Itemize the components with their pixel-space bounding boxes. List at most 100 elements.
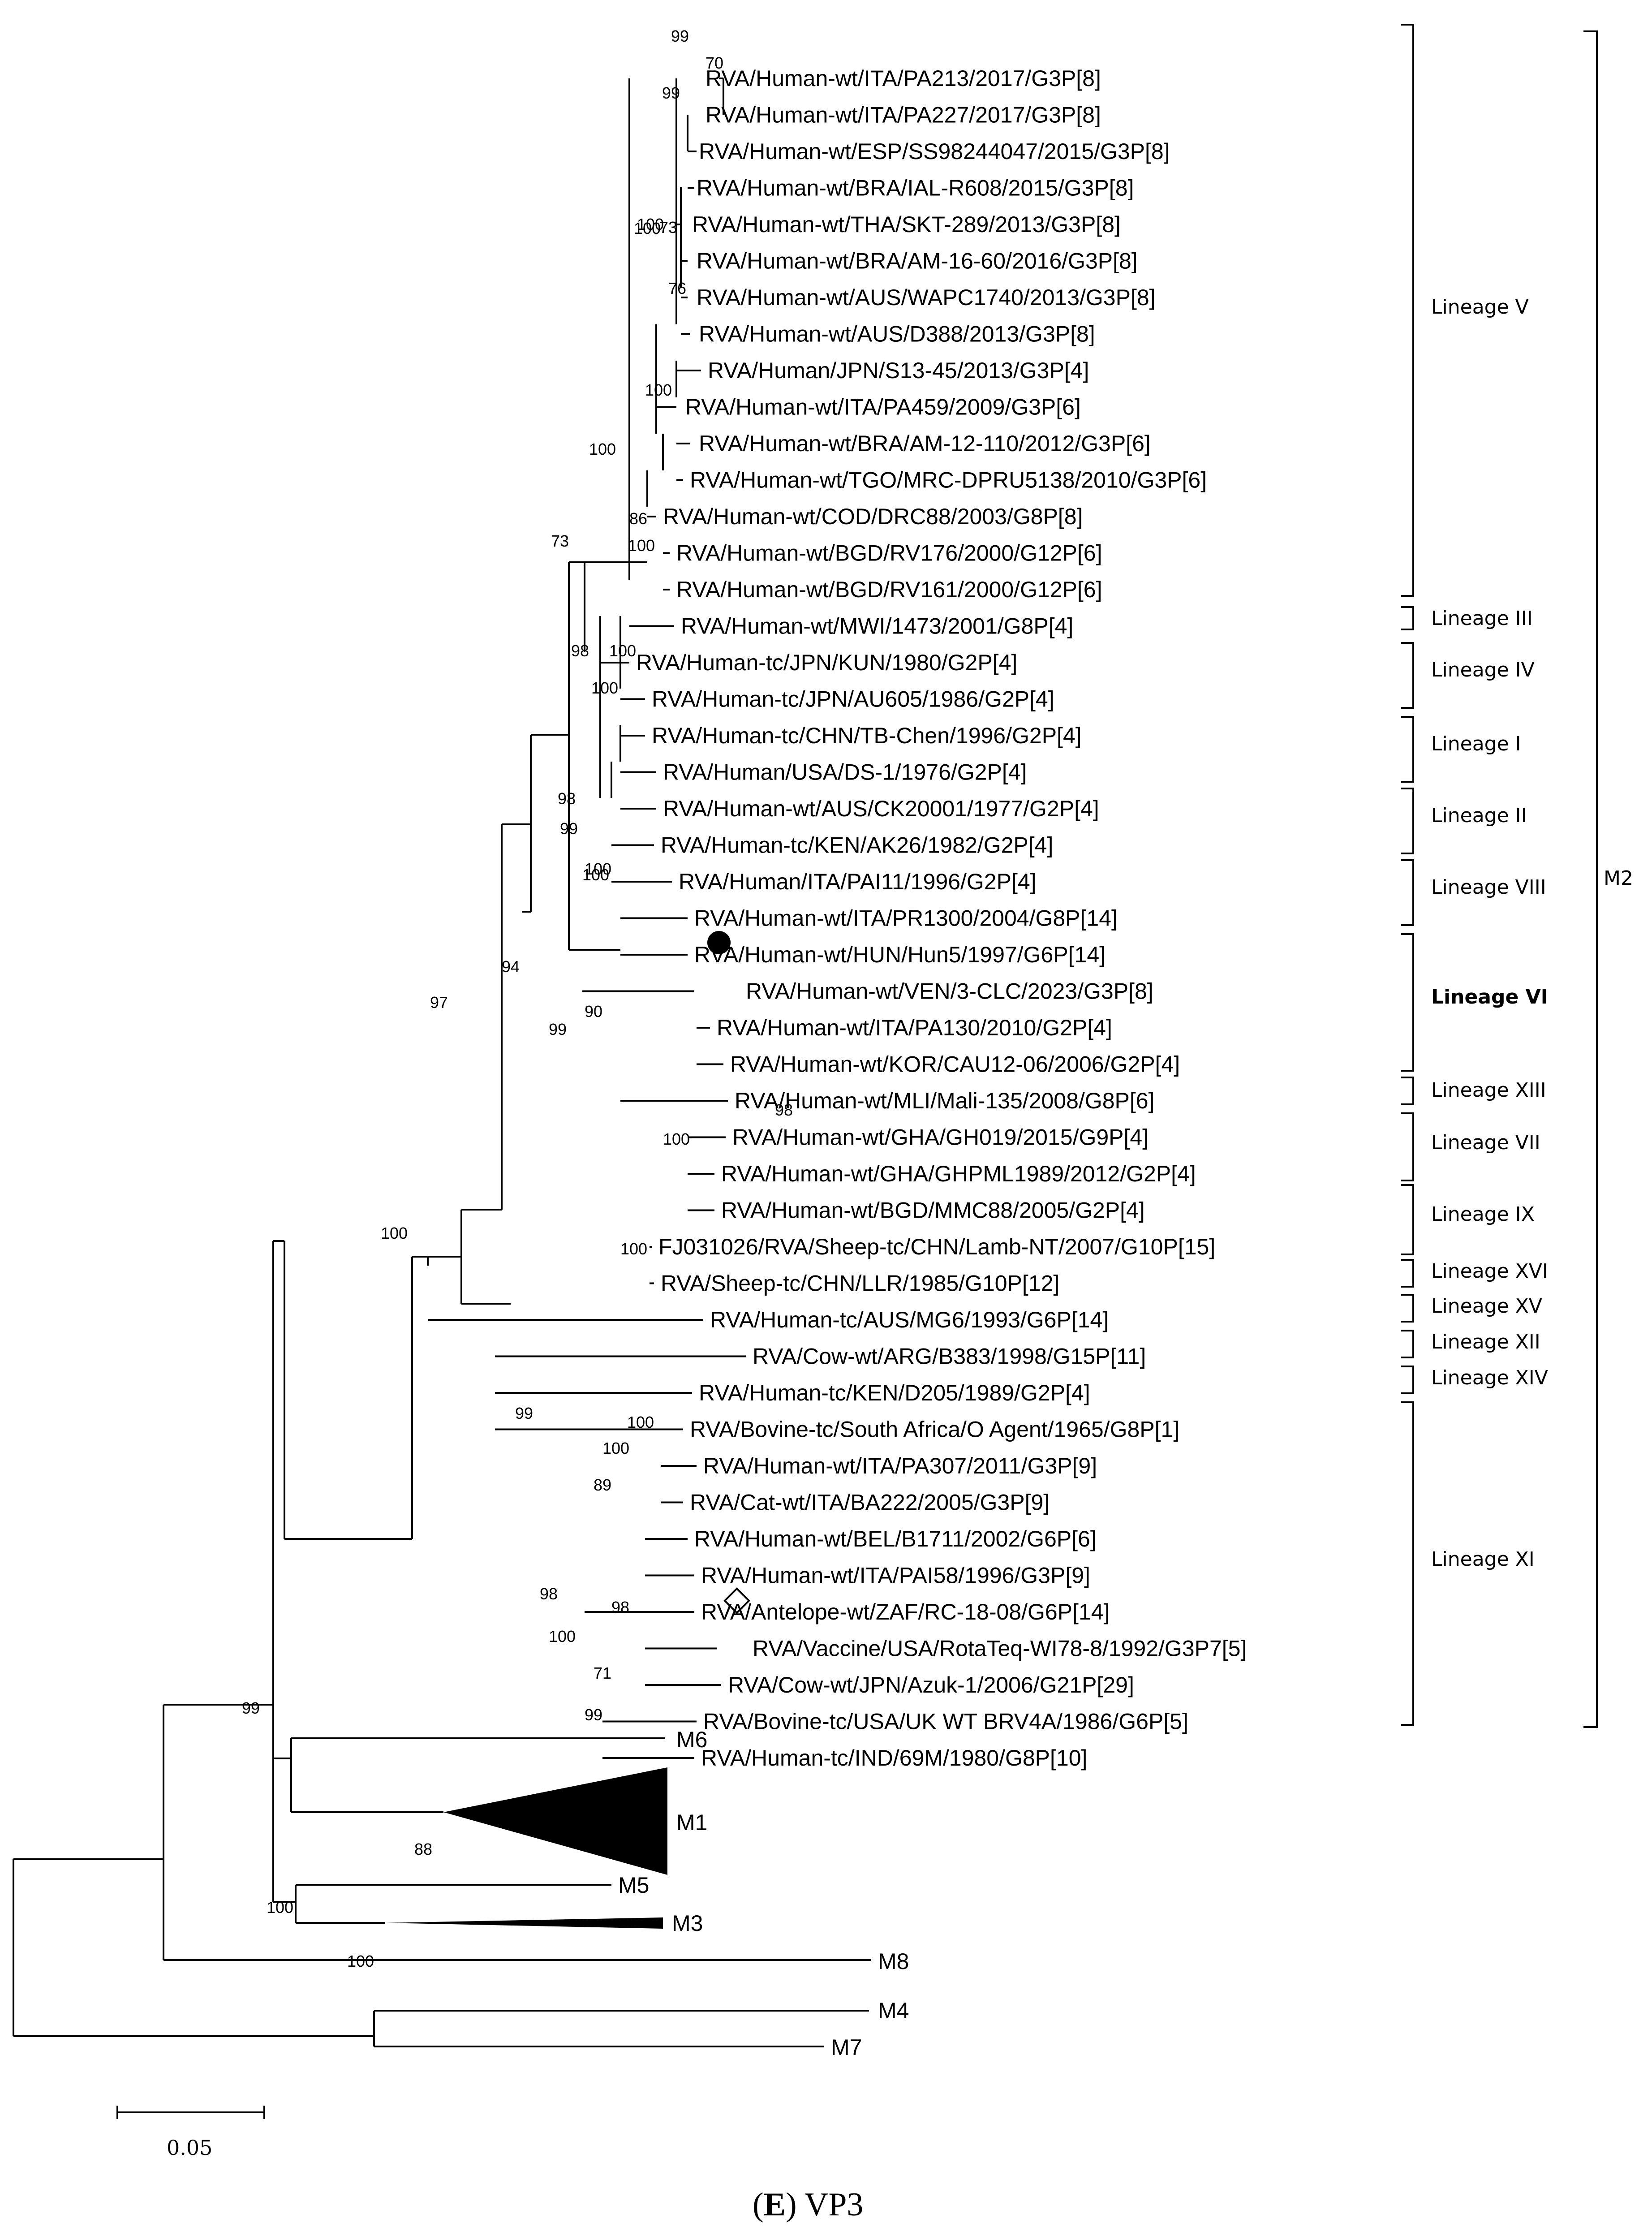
- clade-label-m6: M6: [676, 1727, 707, 1752]
- taxon-label: RVA/Human/JPN/S13-45/2013/G3P[4]: [708, 358, 1089, 383]
- taxon-label: RVA/Cow-wt/JPN/Azuk-1/2006/G21P[29]: [728, 1672, 1134, 1697]
- bootstrap-value: 98: [540, 1585, 558, 1603]
- bootstrap-value: 88: [414, 1840, 432, 1858]
- clade-label-m5: M5: [618, 1873, 649, 1898]
- bootstrap-value: 86: [629, 509, 647, 528]
- clade-label-m4: M4: [878, 1998, 909, 2023]
- bootstrap-value: 99: [671, 27, 689, 45]
- lineage-label: Lineage II: [1431, 804, 1527, 827]
- taxon-label: RVA/Human-wt/BRA/AM-16-60/2016/G3P[8]: [697, 249, 1138, 274]
- taxon-label: RVA/Human-wt/AUS/CK20001/1977/G2P[4]: [663, 796, 1099, 821]
- collapsed-clades: [385, 1767, 667, 1929]
- bootstrap-value: 90: [585, 1002, 602, 1021]
- lineage-label: Lineage XVI: [1431, 1260, 1548, 1283]
- bootstrap-value: 70: [706, 54, 723, 72]
- clade-label-m2: M2: [1604, 867, 1633, 890]
- bootstrap-value: 76: [668, 279, 686, 297]
- taxon-label: RVA/Human-wt/ITA/PA130/2010/G2P[4]: [717, 1015, 1112, 1040]
- taxon-label: RVA/Human-wt/ESP/SS98244047/2015/G3P[8]: [699, 139, 1170, 164]
- figure-caption: (E) VP3: [753, 2186, 863, 2223]
- vaccine-strain-marker-diamond: [723, 1587, 750, 1614]
- clade-label-m8: M8: [878, 1949, 909, 1974]
- lineage-labels: Lineage V Lineage III Lineage IV Lineage I L…: [1431, 296, 1548, 1571]
- lineage-label: Lineage IX: [1431, 1203, 1535, 1226]
- taxon-label: RVA/Human-wt/ITA/PA459/2009/G3P[6]: [685, 395, 1081, 420]
- taxon-label: RVA/Human-wt/GHA/GH019/2015/G9P[4]: [732, 1125, 1149, 1150]
- taxon-label: RVA/Human/ITA/PAI11/1996/G2P[4]: [679, 869, 1037, 894]
- taxon-label: RVA/Antelope-wt/ZAF/RC-18-08/G6P[14]: [701, 1599, 1110, 1624]
- taxon-label: RVA/Vaccine/USA/RotaTeq-WI78-8/1992/G3P7…: [753, 1636, 1247, 1661]
- taxon-label: RVA/Human-wt/ITA/PA307/2011/G3P[9]: [703, 1453, 1097, 1478]
- bootstrap-value: 99: [560, 819, 578, 838]
- taxon-label: RVA/Human-tc/KEN/D205/1989/G2P[4]: [699, 1380, 1090, 1405]
- taxon-label: RVA/Human-wt/KOR/CAU12-06/2006/G2P[4]: [730, 1052, 1180, 1077]
- bootstrap-value: 100: [589, 440, 616, 458]
- lineage-label: Lineage XIII: [1431, 1079, 1546, 1102]
- taxon-label: RVA/Human-tc/JPN/AU605/1986/G2P[4]: [652, 687, 1054, 712]
- bootstrap-value: 100: [634, 219, 661, 237]
- caption-text: VP3: [804, 2186, 864, 2223]
- taxon-label: RVA/Human-wt/THA/SKT-289/2013/G3P[8]: [692, 212, 1121, 237]
- clade-label-m1: M1: [676, 1810, 707, 1835]
- taxon-label: RVA/Human-wt/BRA/AM-12-110/2012/G3P[6]: [699, 431, 1151, 456]
- taxon-label: RVA/Bovine-tc/South Africa/O Agent/1965/…: [690, 1417, 1179, 1442]
- study-strain-marker-circle: [707, 931, 731, 954]
- lineage-label: Lineage XIV: [1431, 1366, 1548, 1389]
- lineage-label: Lineage I: [1431, 732, 1521, 755]
- bootstrap-value: 99: [549, 1020, 567, 1038]
- lineage-label: Lineage VI: [1431, 986, 1548, 1008]
- clade-label-m3: M3: [672, 1911, 703, 1936]
- taxon-label: RVA/Human-wt/AUS/D388/2013/G3P[8]: [699, 322, 1095, 347]
- bootstrap-value: 100: [620, 1240, 647, 1258]
- caption-letter: E: [764, 2186, 786, 2223]
- taxon-label: RVA/Sheep-tc/CHN/LLR/1985/G10P[12]: [661, 1271, 1059, 1296]
- bootstrap-value: 100: [347, 1952, 374, 1970]
- taxon-label: RVA/Human-wt/BGD/MMC88/2005/G2P[4]: [721, 1198, 1145, 1223]
- bootstrap-value: 99: [515, 1404, 533, 1422]
- m3-collapsed-clade: [385, 1917, 663, 1929]
- taxon-label: RVA/Human-tc/CHN/TB-Chen/1996/G2P[4]: [652, 723, 1082, 748]
- scale-bar-label: 0.05: [167, 2136, 212, 2160]
- taxon-label: RVA/Human-wt/ITA/PR1300/2004/G8P[14]: [694, 906, 1118, 931]
- bootstrap-value: 98: [558, 789, 576, 808]
- taxon-label: RVA/Human-wt/MWI/1473/2001/G8P[4]: [681, 614, 1073, 639]
- bootstrap-value: 89: [594, 1476, 611, 1494]
- bootstrap-value: 98: [611, 1598, 629, 1616]
- taxon-labels: RVA/Human-wt/ITA/PA213/2017/G3P[8] RVA/Hu…: [636, 66, 1247, 1771]
- lineage-label: Lineage XV: [1431, 1295, 1542, 1318]
- taxon-label: RVA/Human-wt/VEN/3-CLC/2023/G3P[8]: [746, 979, 1153, 1004]
- bootstrap-value: 73: [551, 532, 569, 550]
- bootstrap-value: 94: [502, 957, 520, 976]
- bootstrap-value: 99: [662, 84, 680, 102]
- taxon-label: RVA/Bovine-tc/USA/UK WT BRV4A/1986/G6P[5…: [703, 1709, 1188, 1734]
- bootstrap-value: 100: [602, 1439, 629, 1457]
- bootstrap-value: 100: [628, 536, 655, 555]
- taxon-label: RVA/Human-wt/ITA/PAI58/1996/G3P[9]: [701, 1563, 1090, 1588]
- taxon-label: RVA/Human-tc/JPN/KUN/1980/G2P[4]: [636, 650, 1017, 675]
- taxon-label: RVA/Human-wt/HUN/Hun5/1997/G6P[14]: [694, 942, 1106, 967]
- taxon-label: RVA/Human-wt/TGO/MRC-DPRU5138/2010/G3P[6…: [690, 468, 1207, 493]
- taxon-label: RVA/Human-wt/BRA/IAL-R608/2015/G3P[8]: [697, 176, 1134, 201]
- bootstrap-value: 100: [609, 642, 636, 660]
- taxon-label: RVA/Human-tc/IND/69M/1980/G8P[10]: [701, 1745, 1087, 1771]
- bootstrap-value: 100: [267, 1898, 293, 1917]
- lineage-label: Lineage III: [1431, 607, 1533, 630]
- lineage-label: Lineage VII: [1431, 1131, 1540, 1154]
- taxon-label: RVA/Human-wt/GHA/GHPML1989/2012/G2P[4]: [721, 1161, 1196, 1186]
- taxon-label: FJ031026/RVA/Sheep-tc/CHN/Lamb-NT/2007/G…: [658, 1234, 1215, 1259]
- bootstrap-value: 98: [571, 642, 589, 660]
- bootstrap-value: 100: [381, 1224, 408, 1242]
- lineage-label: Lineage XI: [1431, 1548, 1535, 1571]
- taxon-label: RVA/Human-wt/COD/DRC88/2003/G8P[8]: [663, 504, 1083, 529]
- lineage-brackets: [1401, 24, 1598, 1728]
- bootstrap-value: 100: [645, 381, 672, 399]
- taxon-label: RVA/Human-wt/ITA/PA227/2017/G3P[8]: [706, 103, 1101, 128]
- taxon-label: RVA/Cow-wt/ARG/B383/1998/G15P[11]: [753, 1344, 1146, 1369]
- lineage-label: Lineage IV: [1431, 659, 1535, 681]
- taxon-label: RVA/Human/USA/DS-1/1976/G2P[4]: [663, 760, 1027, 785]
- bootstrap-value: 73: [659, 218, 677, 237]
- bootstrap-value: 100: [591, 679, 618, 697]
